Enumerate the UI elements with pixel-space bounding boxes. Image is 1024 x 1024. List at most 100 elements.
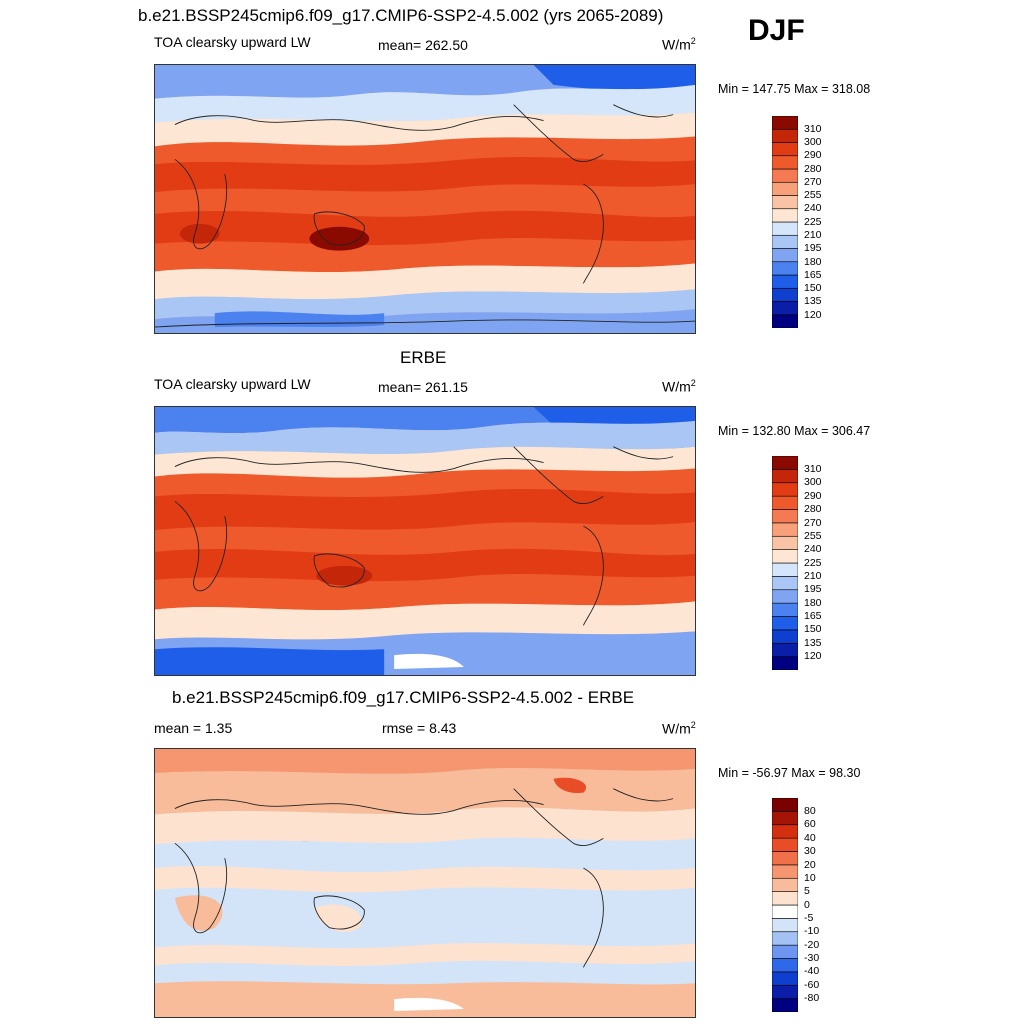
colorbar-box [772,642,798,657]
colorbar-box [772,931,798,946]
cb2-tick: 255 [804,530,822,542]
colorbar-box [772,562,798,577]
panel2-map [154,406,696,676]
panel1-map [154,64,696,334]
cb2-tick: 240 [804,543,822,555]
colorbar-box [772,181,798,196]
colorbar-box [772,314,798,328]
cb3-tick: 20 [804,859,816,871]
cb2-tick: 150 [804,623,822,635]
panel3-colorbar-labels: 80 60 40 30 20 10 5 0 -5 -10 -20 -30 -40… [804,798,844,1012]
colorbar-box [772,864,798,879]
colorbar-box [772,495,798,510]
cb1-tick: 150 [804,282,822,294]
cb3-tick: 30 [804,845,816,857]
cb3-tick: 80 [804,805,816,817]
cb2-tick: 310 [804,463,822,475]
colorbar-box [772,535,798,550]
panel2-minmax: Min = 132.80 Max = 306.47 [718,424,871,438]
panel2-title: ERBE [400,348,447,367]
cb3-tick: 0 [804,899,810,911]
cb1-tick: 210 [804,229,822,241]
panel1-minmax: Min = 147.75 Max = 318.08 [718,82,871,96]
colorbar-box [772,195,798,210]
cb3-tick: -80 [804,992,820,1004]
panel1-units: W/m2 [662,36,696,53]
cb3-tick: -5 [804,912,814,924]
panel3-colorbar [772,798,798,1012]
cb3-tick: -40 [804,965,820,977]
colorbar-box [772,576,798,591]
colorbar-box [772,837,798,852]
cb3-tick: 10 [804,872,816,884]
colorbar-box [772,274,798,289]
cb1-tick: 195 [804,242,822,254]
colorbar-box [772,248,798,263]
cb1-tick: 255 [804,189,822,201]
cb2-tick: 270 [804,517,822,529]
colorbar-box [772,984,798,999]
colorbar-box [772,155,798,170]
cb2-tick: 290 [804,490,822,502]
colorbar-box [772,589,798,604]
cb1-tick: 270 [804,176,822,188]
colorbar-box [772,261,798,276]
panel2-mean-label: mean= 261.15 [378,379,468,395]
colorbar-box [772,509,798,524]
cb2-tick: 165 [804,610,822,622]
cb3-tick: -20 [804,939,820,951]
colorbar-box [772,301,798,316]
cb1-tick: 120 [804,309,822,321]
colorbar-box [772,891,798,906]
cb1-tick: 300 [804,136,822,148]
colorbar-box [772,798,798,812]
panel1-title: b.e21.BSSP245cmip6.f09_g17.CMIP6-SSP2-4.… [138,6,664,25]
colorbar-box [772,482,798,497]
panel2-colorbar-labels: 310 300 290 280 270 255 240 225 210 195 … [804,456,844,670]
cb2-tick: 195 [804,583,822,595]
colorbar-box [772,234,798,249]
panel1-mean-label: mean= 262.50 [378,37,468,53]
season-label: DJF [748,14,805,47]
panel1-variable-label: TOA clearsky upward LW [154,34,311,50]
colorbar-box [772,998,798,1012]
colorbar-box [772,221,798,236]
cb1-tick: 225 [804,216,822,228]
colorbar-box [772,142,798,157]
cb1-tick: 240 [804,202,822,214]
colorbar-box [772,469,798,484]
colorbar-box [772,824,798,839]
cb1-tick: 135 [804,295,822,307]
cb1-tick: 290 [804,149,822,161]
cb1-tick: 165 [804,269,822,281]
panel3-mean-label: mean = 1.35 [154,720,233,736]
colorbar-box [772,549,798,564]
cb3-tick: 40 [804,832,816,844]
cb3-tick: 5 [804,885,810,897]
cb3-tick: -30 [804,952,820,964]
panel3-rmse-label: rmse = 8.43 [382,720,457,736]
colorbar-box [772,168,798,183]
cb3-tick: 60 [804,818,816,830]
panel2-variable-label: TOA clearsky upward LW [154,376,311,392]
cb2-tick: 210 [804,570,822,582]
cb2-tick: 120 [804,650,822,662]
panel3-minmax: Min = -56.97 Max = 98.30 [718,766,861,780]
colorbar-box [772,287,798,302]
colorbar-box [772,602,798,617]
panel2-colorbar [772,456,798,670]
cb3-tick: -10 [804,925,820,937]
cb2-tick: 180 [804,597,822,609]
colorbar-box [772,918,798,933]
colorbar-box [772,128,798,143]
cb1-tick: 310 [804,123,822,135]
cb2-tick: 135 [804,637,822,649]
colorbar-box [772,629,798,644]
panel3-map [154,748,696,1018]
panel2-units: W/m2 [662,378,696,395]
panel1-colorbar [772,116,798,328]
colorbar-box [772,851,798,866]
colorbar-box [772,116,798,130]
cb2-tick: 300 [804,476,822,488]
cb1-tick: 280 [804,163,822,175]
